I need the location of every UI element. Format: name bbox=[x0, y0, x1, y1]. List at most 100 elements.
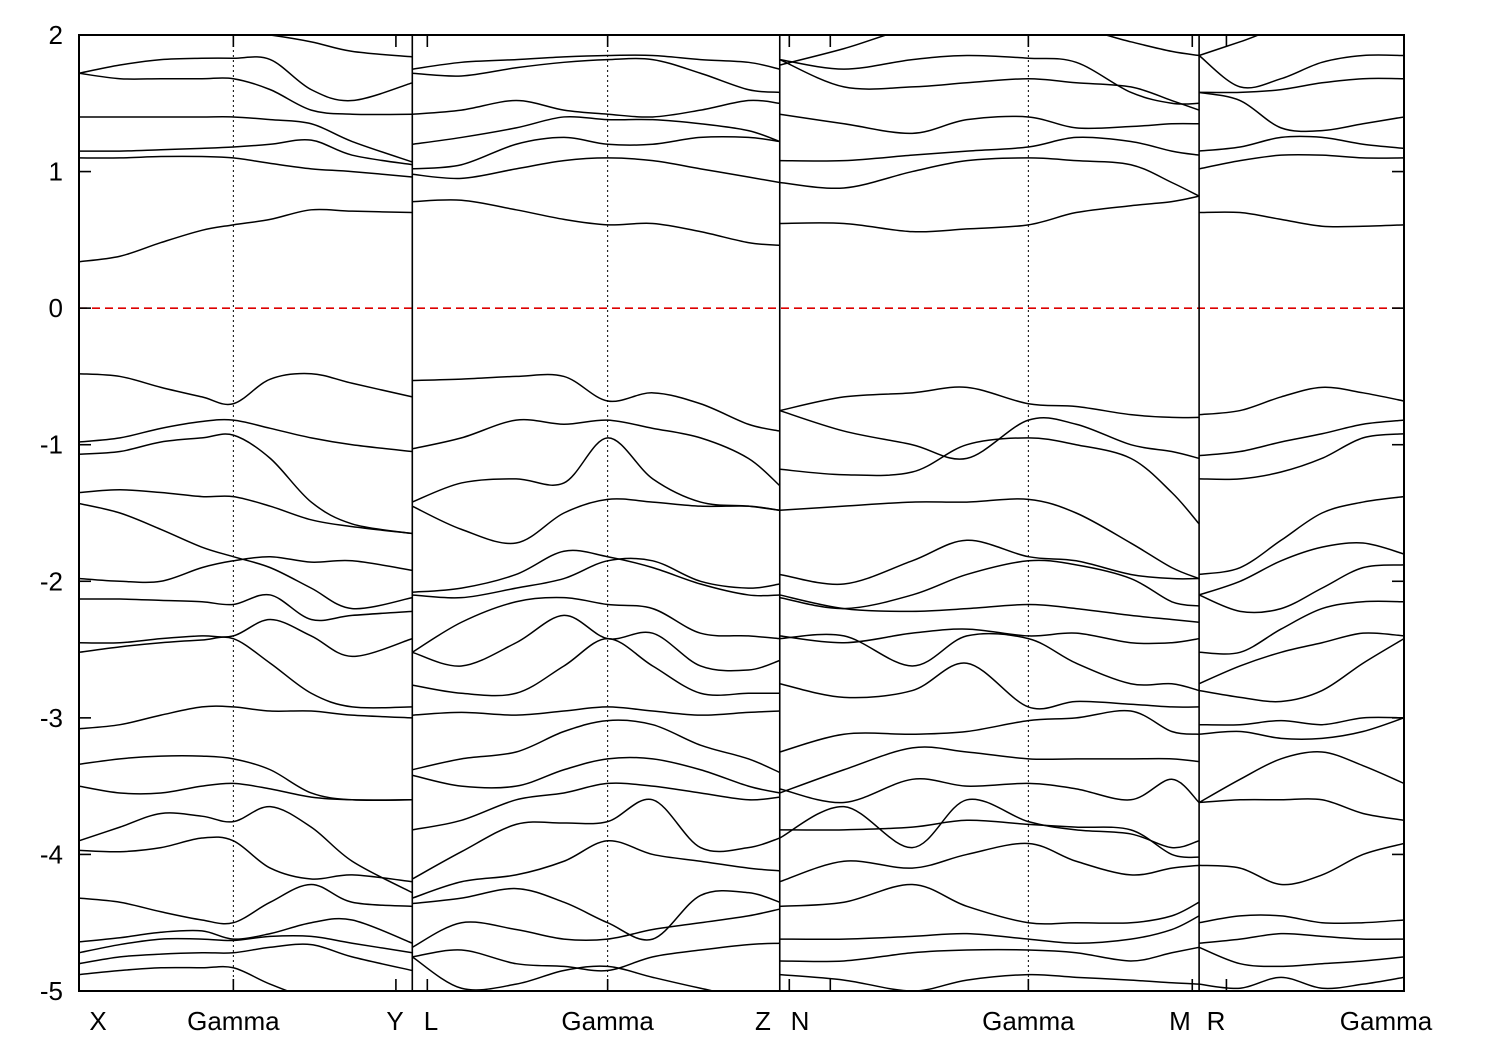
x-tick-label: R bbox=[1207, 1006, 1226, 1036]
band-line bbox=[1199, 135, 1404, 152]
band-line bbox=[412, 549, 780, 597]
band-line bbox=[264, 35, 413, 58]
band-line bbox=[79, 489, 413, 535]
x-tick-label: Gamma bbox=[982, 1006, 1075, 1036]
band-line bbox=[1198, 632, 1404, 685]
y-tick-label: -4 bbox=[40, 839, 63, 869]
band-line bbox=[79, 636, 413, 709]
band-line bbox=[779, 628, 1200, 645]
band-line bbox=[412, 157, 780, 184]
band-line bbox=[411, 956, 717, 991]
band-line bbox=[1199, 419, 1404, 457]
band-line bbox=[779, 409, 1200, 460]
band-line bbox=[79, 883, 413, 925]
band-line bbox=[779, 915, 1200, 944]
y-axis: 2 1 0 -1 -2 -3 -4 -5 bbox=[40, 20, 1404, 1006]
band-line bbox=[779, 58, 1200, 111]
band-line bbox=[79, 56, 413, 102]
band-line bbox=[412, 437, 780, 512]
band-line bbox=[1198, 914, 1404, 925]
band-line bbox=[779, 973, 1200, 991]
x-tick-label: L bbox=[424, 1006, 438, 1036]
band-line bbox=[412, 756, 780, 794]
band-line bbox=[1199, 433, 1404, 481]
x-axis: X Gamma Y L Gamma Z N Gamma M R Gamma bbox=[78, 35, 1433, 1036]
band-line bbox=[779, 54, 1200, 105]
band-line bbox=[412, 199, 780, 247]
band-line bbox=[412, 99, 780, 118]
band-line bbox=[79, 782, 413, 801]
band-line bbox=[412, 54, 780, 70]
x-tick-label: X bbox=[89, 1006, 106, 1036]
band-line bbox=[779, 437, 1200, 525]
band-line bbox=[79, 418, 413, 453]
band-line bbox=[779, 157, 1200, 197]
y-tick-label: 2 bbox=[49, 20, 63, 50]
band-line bbox=[1198, 35, 1261, 57]
band-line bbox=[1199, 932, 1404, 944]
band-line bbox=[779, 386, 1200, 419]
y-tick-label: -2 bbox=[40, 566, 63, 596]
band-line bbox=[79, 917, 413, 944]
band-line bbox=[1199, 386, 1404, 416]
band-line bbox=[79, 705, 413, 730]
band-line bbox=[79, 805, 413, 894]
band-line bbox=[779, 195, 1200, 233]
band-line bbox=[79, 502, 413, 610]
band-line bbox=[779, 662, 1200, 710]
band-line bbox=[79, 934, 413, 954]
band-line bbox=[412, 887, 780, 941]
band-line bbox=[79, 943, 413, 972]
band-line bbox=[412, 373, 780, 432]
band-line bbox=[1199, 211, 1404, 228]
band-line bbox=[1199, 798, 1404, 822]
band-line bbox=[779, 819, 1200, 859]
band-line bbox=[412, 719, 781, 774]
band-line bbox=[79, 755, 413, 802]
y-tick-label: -3 bbox=[40, 703, 63, 733]
plot-frame bbox=[78, 34, 1405, 992]
band-line bbox=[779, 798, 1200, 849]
band-line bbox=[79, 139, 413, 166]
band-line bbox=[779, 539, 1200, 586]
band-line bbox=[412, 782, 780, 831]
band-line bbox=[412, 57, 780, 94]
band-line bbox=[779, 594, 1200, 624]
band-line bbox=[79, 965, 290, 991]
band-line bbox=[412, 706, 780, 716]
band-line bbox=[79, 555, 413, 584]
y-tick-label: -5 bbox=[40, 976, 63, 1006]
band-line bbox=[779, 778, 1200, 804]
band-line bbox=[1199, 976, 1404, 990]
band-line bbox=[412, 637, 780, 697]
band-line bbox=[411, 798, 780, 880]
band-line bbox=[779, 136, 1200, 162]
x-tick-label: Gamma bbox=[561, 1006, 654, 1036]
band-line bbox=[79, 433, 413, 535]
band-line bbox=[412, 557, 780, 599]
band-line bbox=[779, 498, 1200, 580]
band-line bbox=[1198, 564, 1404, 614]
band-line bbox=[79, 208, 413, 263]
band-line bbox=[1199, 600, 1404, 655]
band-line bbox=[1198, 153, 1404, 170]
x-tick-label: Gamma bbox=[1340, 1006, 1433, 1036]
y-tick-label: 0 bbox=[49, 293, 63, 323]
band-line bbox=[79, 115, 413, 163]
band-line bbox=[1199, 842, 1404, 886]
band-line bbox=[779, 746, 1200, 794]
band-line bbox=[1198, 54, 1404, 89]
x-tick-label: Gamma bbox=[187, 1006, 280, 1036]
band-line bbox=[1199, 717, 1404, 740]
band-line bbox=[79, 593, 413, 622]
band-line bbox=[779, 709, 1200, 753]
band-line bbox=[1198, 751, 1404, 804]
band-line bbox=[779, 35, 1200, 66]
band-line bbox=[412, 942, 780, 972]
grid-lines bbox=[232, 35, 1029, 991]
x-tick-label: N bbox=[791, 1006, 810, 1036]
band-line bbox=[79, 72, 413, 116]
band-line bbox=[779, 883, 1200, 925]
band-line bbox=[411, 908, 780, 948]
